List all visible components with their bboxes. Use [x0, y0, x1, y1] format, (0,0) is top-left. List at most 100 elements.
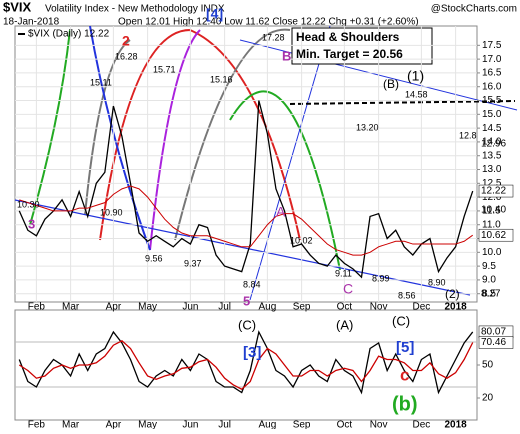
x-tick-label: Feb — [28, 302, 46, 313]
arc — [174, 28, 291, 241]
annotation: [5] — [396, 339, 414, 356]
annotation: (1) — [407, 68, 424, 84]
annotation: (A) — [336, 317, 353, 332]
x-tick-label: Dec — [412, 420, 430, 429]
arc — [149, 29, 201, 251]
date: 18-Jan-2018 — [3, 17, 60, 28]
value-label-box — [478, 228, 514, 242]
x-tick-label: Mar — [62, 302, 80, 313]
annotation: 10.30 — [17, 199, 40, 209]
annotation: [4] — [206, 6, 223, 22]
series-line — [19, 185, 474, 256]
annotation: 15.11 — [90, 77, 112, 87]
y-tick-label: 8.5 — [482, 288, 496, 299]
annotation: 12.8 — [459, 130, 477, 140]
x-tick-label: Dec — [412, 302, 430, 313]
trendline — [14, 199, 471, 296]
trendline — [249, 25, 331, 301]
x-tick-label: Sep — [293, 302, 311, 313]
value-label: 80.07 — [481, 327, 506, 338]
y-tick-label: 10.0 — [482, 247, 502, 258]
y-tick-label: 15.0 — [482, 109, 502, 120]
x-tick-label: Feb — [28, 420, 46, 429]
annotation: 15.16 — [210, 74, 233, 84]
x-tick-label: May — [138, 302, 157, 313]
x-tick-label: Sep — [293, 420, 311, 429]
annotation: 16.28 — [115, 51, 138, 61]
annotation: C — [343, 281, 353, 297]
annotation: A — [276, 204, 286, 220]
x-tick-label: Jun — [182, 302, 198, 313]
annotation: 3 — [28, 216, 35, 231]
annotation: (b) — [392, 393, 418, 415]
annotation: 2 — [122, 33, 130, 49]
annotation: 14.58 — [405, 89, 428, 99]
x-tick-label: Oct — [337, 302, 353, 313]
value-label: 12.22 — [481, 186, 506, 197]
annotation: 8.99 — [372, 273, 390, 283]
y-tick-label: 11.0 — [482, 219, 501, 230]
y-tick-label: 11.5 — [482, 206, 501, 217]
x-tick-label: Jul — [218, 420, 231, 429]
value-label: 10.40 — [481, 205, 506, 216]
note-box — [291, 27, 433, 65]
annotation: c — [400, 365, 409, 384]
x-tick-label: Aug — [258, 420, 276, 429]
y-tick-label: 14.0 — [482, 137, 502, 148]
y-tick-label: 16.5 — [482, 68, 502, 79]
y-tick-label: 16.0 — [482, 81, 502, 92]
value-label: 10.62 — [481, 230, 506, 241]
y-tick-label: 9.5 — [482, 261, 496, 272]
annotation: 13.20 — [356, 122, 379, 132]
source: @StockCharts.com — [431, 4, 517, 15]
series-line — [18, 100, 474, 279]
y-tick-label: 50 — [482, 360, 494, 371]
series-line — [18, 330, 474, 395]
arc — [29, 29, 71, 226]
annotation: 15.71 — [153, 64, 176, 74]
series-line — [18, 340, 474, 390]
annotation: 17.28 — [262, 32, 285, 42]
arc — [89, 25, 151, 251]
quote: Open 12.01 High 12.40 Low 11.62 Close 12… — [118, 17, 419, 28]
annotation: 8.84 — [243, 279, 261, 289]
annotation: 10.90 — [100, 207, 123, 217]
annotation: Head & Shoulders — [296, 30, 400, 44]
annotation: 8.56 — [398, 290, 416, 300]
annotation: (2) — [445, 287, 460, 301]
annotation: 9.56 — [145, 253, 163, 263]
y-tick-label: 15.5 — [482, 95, 502, 106]
y-tick-label: 17.5 — [482, 40, 502, 51]
y-tick-label: 9.0 — [482, 275, 496, 286]
value-label-box — [478, 184, 514, 198]
x-tick-label: Apr — [106, 302, 122, 313]
annotation: (B) — [383, 77, 399, 91]
annotation: 10.02 — [290, 235, 313, 245]
y-tick-label: 17.0 — [482, 54, 502, 65]
x-tick-label: Aug — [258, 302, 276, 313]
y-tick-label: 13.0 — [482, 164, 502, 175]
x-tick-label: May — [138, 420, 157, 429]
value-label: 12.96 — [481, 139, 506, 150]
annotation: [3] — [243, 344, 261, 361]
annotation: (C) — [238, 317, 256, 332]
x-tick-label: 2018 — [444, 302, 467, 313]
annotation: Min. Target = 20.56 — [296, 47, 403, 61]
value-label: 70.46 — [481, 337, 506, 348]
plot-frame — [14, 25, 478, 303]
y-tick-label: 12.5 — [482, 178, 502, 189]
x-tick-label: Apr — [106, 420, 122, 429]
value-label: 8.27 — [481, 289, 501, 300]
x-tick-label: Nov — [370, 302, 388, 313]
y-tick-label: 13.5 — [482, 150, 502, 161]
chart-subtitle: Volatility Index - New Methodology INDX — [45, 4, 225, 15]
legend-label: $VIX (Daily) 12.22 — [28, 29, 110, 40]
annotation: 9.11 — [335, 268, 352, 278]
annotation: 9.37 — [184, 258, 202, 268]
neckline — [289, 100, 516, 105]
x-tick-label: 2018 — [444, 420, 467, 429]
x-tick-label: Mar — [62, 420, 80, 429]
value-label-box — [478, 336, 514, 349]
